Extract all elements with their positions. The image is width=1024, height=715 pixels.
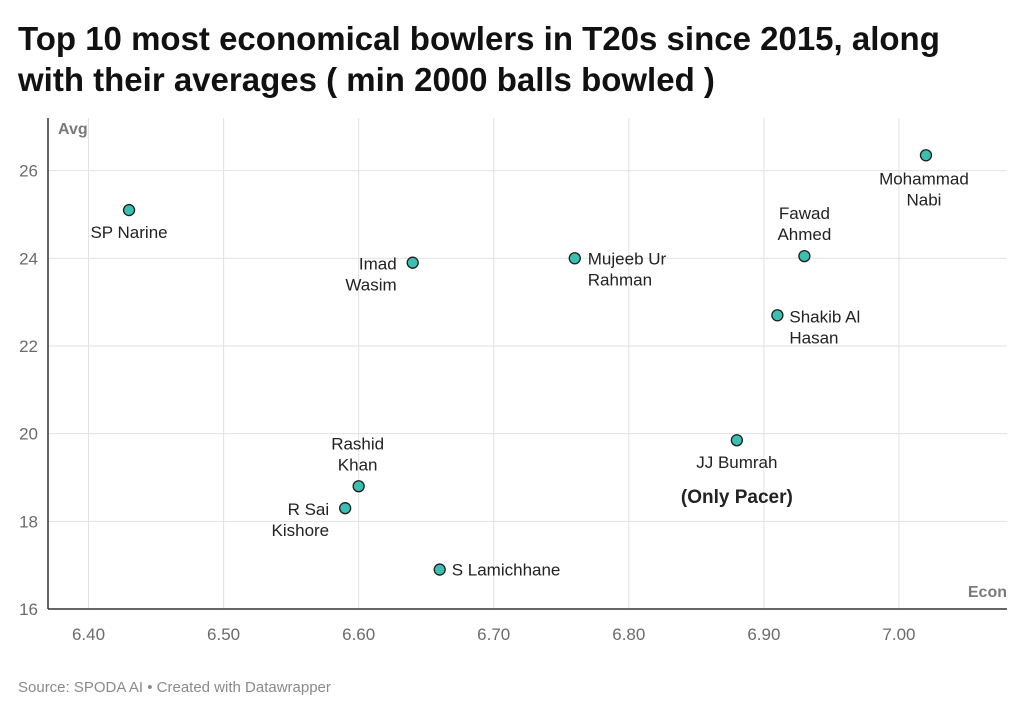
point-labels: SP Narine Imad Wasim Mujeeb Ur Rahman Fawad Ah…	[90, 169, 968, 579]
x-axis-title: Econ	[968, 584, 1007, 601]
grid-lines	[48, 118, 1007, 609]
data-point	[122, 203, 136, 217]
annotation-label: (Only Pacer)	[681, 487, 793, 508]
x-tick-label: 6.50	[207, 625, 240, 644]
y-tick-label: 20	[19, 425, 38, 444]
x-tick-label: 6.60	[342, 625, 375, 644]
x-tick-label: 6.80	[612, 625, 645, 644]
point-label: Rashid Khan	[331, 434, 384, 474]
y-tick-label: 16	[19, 600, 38, 619]
point-label: Fawad Ahmed	[777, 204, 831, 244]
point-label: Mohammad Nabi	[879, 169, 969, 209]
data-point	[339, 502, 352, 515]
data-points	[122, 149, 933, 576]
x-tick-label: 6.70	[477, 625, 510, 644]
point-label: SP Narine	[90, 223, 167, 242]
y-tick-label: 24	[19, 249, 38, 268]
data-point	[919, 149, 933, 162]
data-point	[771, 309, 784, 322]
data-point	[406, 256, 419, 269]
point-label: Mujeeb Ur Rahman	[588, 249, 667, 289]
point-label: JJ Bumrah	[696, 453, 777, 472]
point-label: R Sai Kishore	[272, 500, 330, 540]
point-label: Shakib Al Hasan	[789, 307, 860, 347]
data-point	[352, 480, 365, 493]
annotations: (Only Pacer)	[681, 487, 793, 508]
data-point	[433, 563, 446, 576]
y-tick-label: 26	[19, 162, 38, 181]
source-note: Source: SPODA AI • Created with Datawrap…	[18, 679, 331, 696]
y-tick-label: 22	[19, 337, 38, 356]
x-tick-label: 6.90	[747, 625, 780, 644]
tick-labels: 6.40 6.50 6.60 6.70 6.80 6.90 7.00 16 18 20 22 24 26	[19, 162, 915, 644]
data-point	[730, 434, 744, 447]
data-point	[568, 252, 581, 265]
chart-title: Top 10 most economical bowlers in T20s s…	[18, 20, 940, 98]
point-label: S Lamichhane	[452, 561, 561, 580]
x-tick-label: 7.00	[882, 625, 915, 644]
point-label: Imad Wasim	[345, 255, 396, 295]
x-tick-label: 6.40	[72, 625, 105, 644]
data-point	[798, 249, 811, 263]
y-axis-title: Avg	[58, 121, 88, 138]
y-tick-label: 18	[19, 512, 38, 531]
